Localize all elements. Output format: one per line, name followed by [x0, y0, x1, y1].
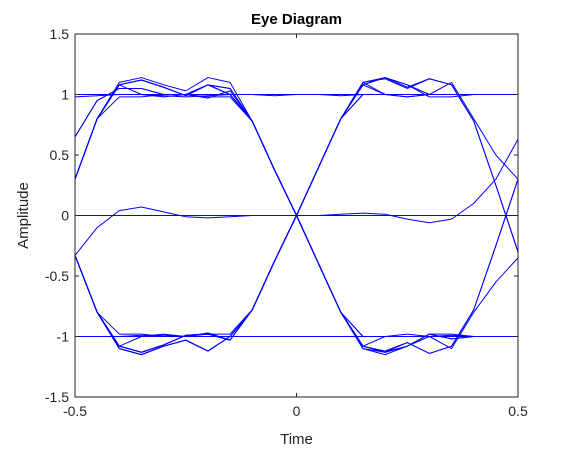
y-axis-label: Amplitude [15, 182, 32, 249]
y-tick-label: -1 [57, 329, 70, 345]
y-tick-label: 0.5 [50, 147, 70, 163]
ticks-layer: 1.510.50-0.5-1-1.5-0.5 0 0.5 [45, 26, 528, 419]
chart-title: Eye Diagram [251, 11, 342, 28]
y-tick-label: 1.5 [50, 26, 70, 42]
x-tick-label: 0.5 [508, 403, 528, 419]
x-tick-label: 0 [293, 403, 301, 419]
eye-trace-19 [74, 94, 518, 98]
traces-layer [74, 77, 519, 356]
y-tick-label: 0 [61, 208, 69, 224]
y-tick-label: 1 [61, 87, 69, 103]
eye-trace-21 [75, 334, 518, 337]
y-tick-label: -1.5 [45, 389, 69, 405]
x-axis-label: Time [280, 431, 313, 448]
x-tick-label: -0.5 [63, 403, 87, 419]
eye-trace-23 [74, 139, 519, 256]
y-tick-label: -0.5 [45, 268, 69, 284]
